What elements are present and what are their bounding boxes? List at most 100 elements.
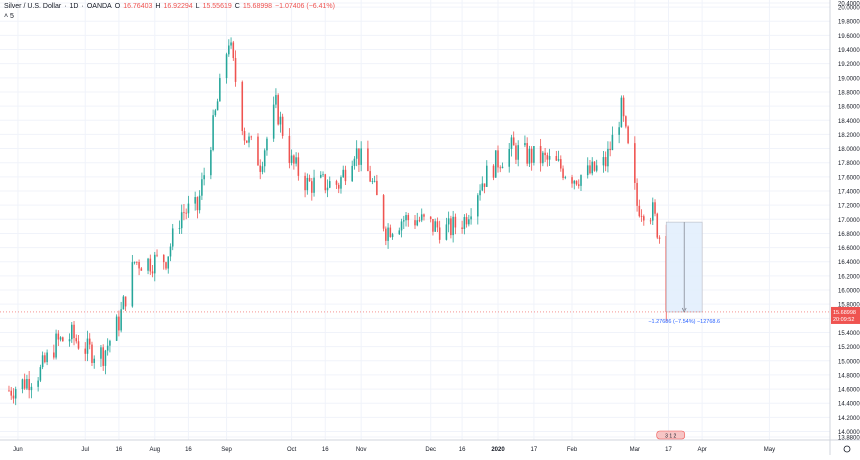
candle-body[interactable] xyxy=(494,150,497,178)
candle-body[interactable] xyxy=(385,228,387,241)
candle-body[interactable] xyxy=(297,157,300,176)
candle-body[interactable] xyxy=(153,254,156,274)
candle-body[interactable] xyxy=(232,42,235,59)
candle-body[interactable] xyxy=(533,146,535,163)
candle-body[interactable] xyxy=(622,97,625,117)
candle-body[interactable] xyxy=(595,165,598,171)
candle-body[interactable] xyxy=(416,220,419,226)
candle-body[interactable] xyxy=(369,171,371,182)
candle-body[interactable] xyxy=(147,258,149,271)
gear-icon[interactable] xyxy=(843,445,851,453)
candle-body[interactable] xyxy=(118,316,120,331)
candle-body[interactable] xyxy=(400,221,403,231)
candle-body[interactable] xyxy=(656,213,659,238)
candle-body[interactable] xyxy=(104,350,107,366)
candle-body[interactable] xyxy=(8,390,10,392)
candle-body[interactable] xyxy=(263,150,266,167)
candle-body[interactable] xyxy=(414,220,416,226)
candle-body[interactable] xyxy=(133,261,136,263)
candle-body[interactable] xyxy=(326,187,329,191)
candle-body[interactable] xyxy=(73,324,75,339)
candle-body[interactable] xyxy=(609,148,611,151)
candle-body[interactable] xyxy=(586,165,589,176)
candle-body[interactable] xyxy=(295,157,297,164)
candle-body[interactable] xyxy=(398,230,401,235)
candle-body[interactable] xyxy=(266,138,268,151)
candle-body[interactable] xyxy=(405,215,407,221)
candle-body[interactable] xyxy=(196,197,199,211)
candle-body[interactable] xyxy=(463,217,466,229)
candle-body[interactable] xyxy=(288,135,291,164)
candle-body[interactable] xyxy=(203,175,205,180)
candle-body[interactable] xyxy=(634,143,636,183)
candle-body[interactable] xyxy=(508,148,511,167)
candle-body[interactable] xyxy=(358,148,360,165)
candle-body[interactable] xyxy=(185,212,187,214)
candle-body[interactable] xyxy=(28,378,30,391)
candle-body[interactable] xyxy=(109,340,111,346)
candle-body[interactable] xyxy=(77,341,80,349)
candle-body[interactable] xyxy=(454,216,457,228)
candle-body[interactable] xyxy=(21,379,24,390)
candle-body[interactable] xyxy=(625,116,627,127)
candle-body[interactable] xyxy=(450,218,452,236)
candle-body[interactable] xyxy=(37,380,39,387)
candle-body[interactable] xyxy=(169,246,172,257)
candle-body[interactable] xyxy=(120,309,122,331)
candle-body[interactable] xyxy=(138,262,140,269)
candle-body[interactable] xyxy=(136,261,138,263)
candle-body[interactable] xyxy=(560,159,562,169)
candle-body[interactable] xyxy=(68,339,71,342)
candle-body[interactable] xyxy=(26,378,28,389)
candle-body[interactable] xyxy=(515,145,517,160)
candle-body[interactable] xyxy=(162,254,165,263)
candle-body[interactable] xyxy=(322,174,324,176)
candle-body[interactable] xyxy=(151,271,154,274)
candle-body[interactable] xyxy=(438,227,441,240)
candle-body[interactable] xyxy=(526,143,528,164)
candle-body[interactable] xyxy=(12,395,15,399)
candle-body[interactable] xyxy=(230,42,232,46)
candle-body[interactable] xyxy=(23,379,26,389)
candle-body[interactable] xyxy=(194,197,196,204)
candle-body[interactable] xyxy=(324,174,327,191)
candle-body[interactable] xyxy=(497,150,499,168)
candle-body[interactable] xyxy=(499,167,502,169)
candle-body[interactable] xyxy=(382,195,385,229)
candle-body[interactable] xyxy=(483,183,486,187)
candle-body[interactable] xyxy=(640,216,643,217)
candle-body[interactable] xyxy=(228,45,230,55)
candle-body[interactable] xyxy=(59,337,62,340)
candle-body[interactable] xyxy=(308,177,311,182)
candle-body[interactable] xyxy=(225,54,228,79)
candle-body[interactable] xyxy=(562,168,564,178)
candle-body[interactable] xyxy=(257,136,259,166)
candle-body[interactable] xyxy=(131,262,134,307)
candle-body[interactable] xyxy=(250,136,253,138)
candle-body[interactable] xyxy=(573,180,576,184)
candle-body[interactable] xyxy=(46,352,48,363)
candle-body[interactable] xyxy=(304,175,306,191)
candle-body[interactable] xyxy=(643,216,645,221)
candle-body[interactable] xyxy=(423,214,425,217)
candle-body[interactable] xyxy=(420,214,423,221)
candle-body[interactable] xyxy=(591,161,594,174)
candle-body[interactable] xyxy=(557,159,560,161)
candle-body[interactable] xyxy=(530,148,533,163)
candle-body[interactable] xyxy=(470,216,472,220)
candle-body[interactable] xyxy=(407,215,410,221)
candle-body[interactable] xyxy=(149,258,152,272)
candle-body[interactable] xyxy=(611,134,614,151)
candle-body[interactable] xyxy=(539,146,542,164)
candle-body[interactable] xyxy=(340,177,342,189)
candle-body[interactable] xyxy=(627,126,629,144)
candle-body[interactable] xyxy=(115,316,118,341)
candle-body[interactable] xyxy=(434,221,436,232)
candle-body[interactable] xyxy=(156,254,158,256)
candle-body[interactable] xyxy=(84,348,87,354)
candle-body[interactable] xyxy=(272,104,275,139)
candle-body[interactable] xyxy=(243,131,246,141)
candle-body[interactable] xyxy=(371,181,374,182)
candle-body[interactable] xyxy=(649,220,652,222)
